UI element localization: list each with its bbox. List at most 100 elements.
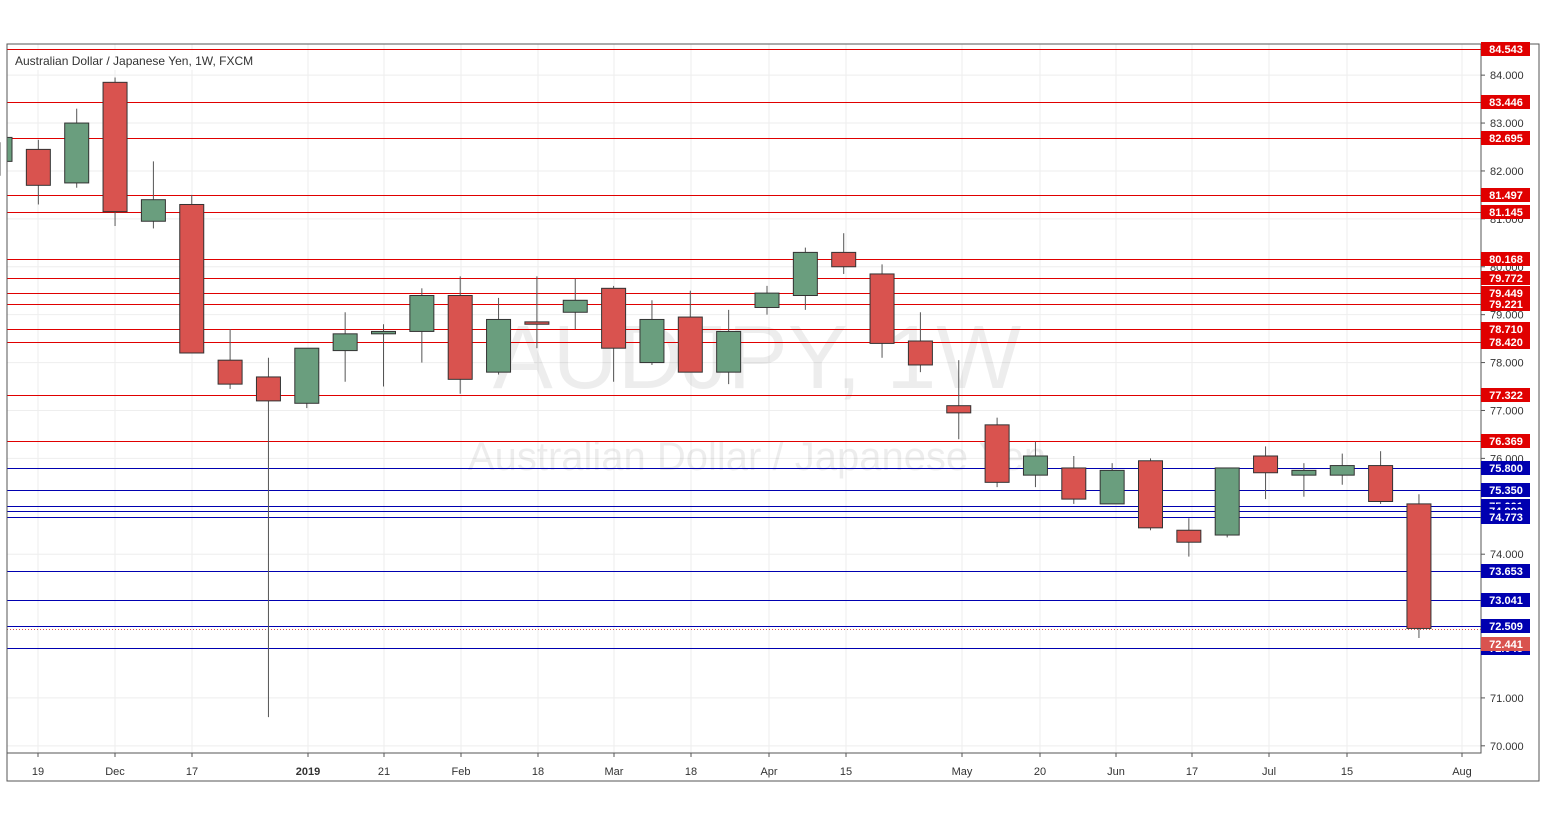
candle-up (1329, 453, 1355, 485)
x-tick-label: 17 (1186, 766, 1198, 778)
candle-body (716, 330, 742, 373)
candle-body (64, 122, 90, 184)
level-badge-label: 79.221 (1489, 299, 1523, 311)
level-badge-label: 79.772 (1489, 273, 1523, 285)
x-tick-label: Dec (105, 766, 125, 778)
candle-body (601, 287, 627, 349)
candle-up (754, 285, 780, 315)
x-tick-label: Aug (1452, 766, 1472, 778)
candle-down (869, 264, 895, 358)
candle-down (179, 194, 205, 354)
candle-down (1138, 458, 1163, 531)
candle-body (831, 251, 857, 268)
candle-down (255, 357, 281, 718)
level-badge (1481, 388, 1530, 402)
candle-down (907, 312, 933, 373)
candle-body (524, 321, 550, 325)
level-labels: 84.543 83.446 82.695 81.497 81.145 80.168 79.7… (1481, 42, 1530, 655)
level-badge (1481, 286, 1530, 300)
x-tick-label: 15 (1341, 766, 1353, 778)
x-tick-label: 17 (186, 766, 198, 778)
candle-down (1176, 518, 1202, 557)
candle-body (869, 273, 895, 344)
x-tick-label: 2019 (296, 766, 320, 778)
candle-down (524, 276, 550, 349)
candle-body (25, 148, 51, 186)
candle-body (1291, 469, 1317, 476)
level-badge-label: 74.773 (1489, 512, 1523, 524)
level-badge-label: 83.446 (1489, 97, 1523, 109)
candle-body (562, 299, 588, 313)
level-badge (1481, 188, 1530, 202)
candle-body (179, 203, 205, 354)
candle-up (1022, 441, 1048, 488)
x-tick-label: Feb (452, 766, 471, 778)
y-tick-label: 78.000 (1490, 358, 1524, 370)
level-badge-label: 80.168 (1489, 254, 1523, 266)
level-badge-label: 73.041 (1489, 595, 1523, 607)
candle-body (294, 347, 320, 404)
x-tick-label: 19 (32, 766, 44, 778)
level-badge (1481, 95, 1530, 109)
candle-body (1176, 529, 1202, 543)
level-badge-label: 75.800 (1489, 463, 1523, 475)
candle-up (639, 300, 665, 365)
watermark-symbol: AUDJPY, 1W (493, 308, 1022, 408)
candle-body (1214, 467, 1240, 536)
x-tick-label: Mar (605, 766, 624, 778)
candle-down (217, 329, 243, 389)
level-badge-label: 81.497 (1489, 190, 1523, 202)
level-badge (1481, 252, 1530, 266)
grid (7, 44, 1481, 753)
outer-border (6, 43, 1540, 782)
x-tick-label: 18 (532, 766, 544, 778)
candle-up (294, 347, 320, 409)
candle-body (140, 199, 166, 222)
candle-body (907, 340, 933, 366)
x-tick-label: 18 (685, 766, 697, 778)
x-tick-label: 15 (840, 766, 852, 778)
x-tick-label: May (952, 766, 973, 778)
level-badge-label: 77.322 (1489, 390, 1523, 402)
chart-title: Australian Dollar / Japanese Yen, 1W, FX… (15, 54, 253, 68)
level-badge (1481, 205, 1530, 219)
x-tick-label: 20 (1034, 766, 1046, 778)
level-badge-label: 78.710 (1489, 324, 1523, 336)
frame (6, 43, 1540, 782)
y-tick-label: 84.000 (1490, 70, 1524, 82)
candle-up (486, 297, 512, 375)
candle-body (217, 359, 243, 385)
candle-down (1253, 446, 1279, 500)
y-tick-label: 79.000 (1490, 310, 1524, 322)
candle-body (1022, 455, 1048, 476)
candle-body (1138, 460, 1163, 529)
watermark-name: Australian Dollar / Japanese Yen (468, 435, 1046, 479)
candle-body (102, 81, 128, 213)
candle-body (754, 292, 780, 308)
candle-down (1368, 451, 1394, 504)
candle-body (1329, 465, 1355, 476)
candle-body (447, 295, 473, 380)
candle-body (255, 376, 281, 402)
y-tick-label: 74.000 (1490, 549, 1524, 561)
candle-body (409, 295, 435, 332)
level-badge-label: 72.509 (1489, 621, 1523, 633)
candle-up (1214, 467, 1240, 538)
candle-body (332, 333, 358, 352)
candle-up (1099, 463, 1125, 505)
candle-up (0, 136, 13, 176)
candle-up (371, 324, 396, 387)
level-badge (1481, 564, 1530, 578)
x-tick-label: Jun (1107, 766, 1125, 778)
candle-down (984, 417, 1010, 488)
candle-up (140, 161, 166, 229)
x-tick-label: Jul (1262, 766, 1276, 778)
candle-body (984, 424, 1010, 483)
level-badge (1481, 510, 1530, 524)
level-badge (1481, 271, 1530, 285)
y-tick-label: 77.000 (1490, 405, 1524, 417)
candle-down (25, 139, 51, 205)
title-backdrop (10, 50, 280, 70)
